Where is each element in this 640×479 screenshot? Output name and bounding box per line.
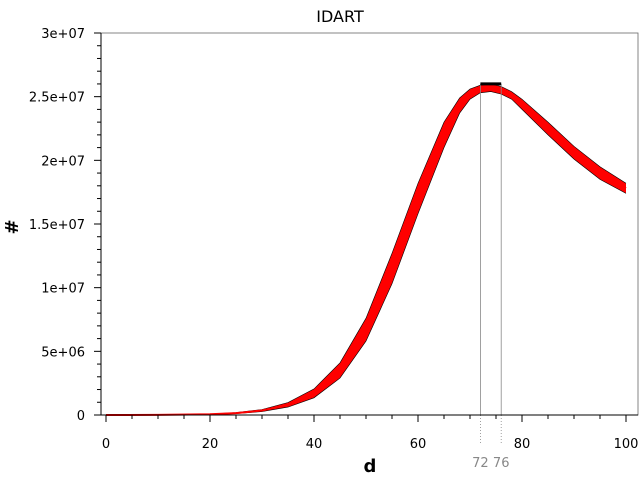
peak-end-label: 76	[493, 456, 510, 471]
x-tick-label: 40	[306, 437, 323, 452]
y-tick-label: 2.5e+07	[29, 91, 85, 106]
series-band	[106, 83, 626, 416]
series-line	[105, 86, 627, 416]
y-tick-label: 3e+07	[41, 27, 85, 42]
y-tick-label: 1.5e+07	[29, 218, 85, 233]
x-axis-label: d	[364, 456, 377, 477]
x-tick-label: 0	[102, 437, 110, 452]
plot-border	[100, 32, 639, 416]
x-tick-label: 60	[410, 437, 427, 452]
y-tick-label: 0	[77, 409, 85, 424]
axis-ticks: 0 20 40 60 80 100 0 5e+06 1e+07 1.5e+07 2e+07 2.5e+…	[29, 27, 639, 452]
series-lower-line	[105, 91, 627, 416]
y-axis-label: #	[2, 219, 23, 234]
chart-title: IDART	[316, 7, 364, 26]
plot-frame	[100, 32, 639, 416]
x-tick-label: 20	[202, 437, 219, 452]
x-tick-label: 80	[514, 437, 531, 452]
y-tick-label: 2e+07	[41, 154, 85, 169]
y-tick-label: 5e+06	[41, 345, 85, 360]
y-tick-label: 1e+07	[41, 282, 85, 297]
x-tick-label: 100	[614, 437, 639, 452]
plot-layer: 72 76	[105, 82, 627, 471]
peak-start-label: 72	[472, 456, 489, 471]
